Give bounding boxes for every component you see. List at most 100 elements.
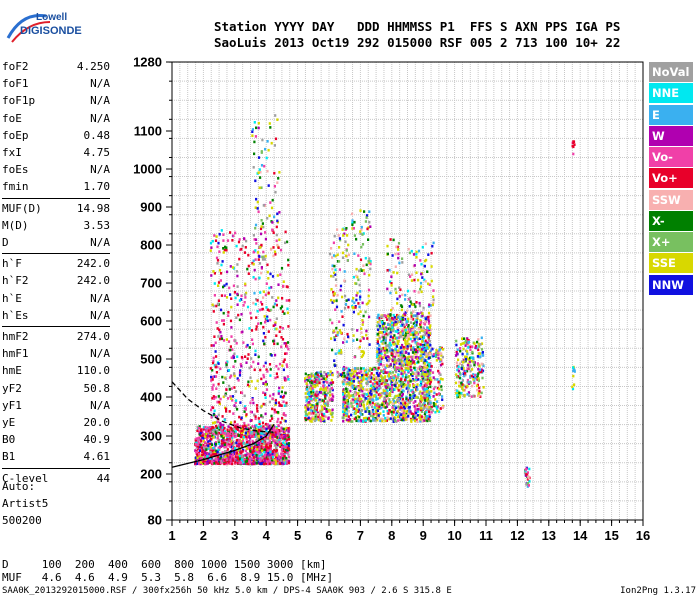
- echo-point: [374, 417, 377, 420]
- echo-point: [392, 340, 395, 344]
- echo-point: [392, 376, 396, 380]
- echo-point: [402, 401, 405, 404]
- echo-point: [227, 433, 230, 436]
- echo-point: [402, 383, 405, 386]
- echo-point: [467, 382, 470, 385]
- echo-point: [205, 435, 208, 438]
- echo-point: [361, 319, 364, 322]
- echo-point: [269, 456, 272, 459]
- echo-point: [316, 413, 319, 416]
- echo-point: [399, 354, 402, 357]
- echo-point: [207, 452, 210, 456]
- echo-point: [250, 329, 254, 332]
- echo-point: [256, 451, 259, 454]
- echo-point: [222, 436, 225, 440]
- echo-point: [244, 433, 248, 436]
- echo-point: [200, 456, 203, 460]
- echo-point: [439, 360, 442, 363]
- echo-point: [283, 376, 286, 380]
- echo-point: [439, 373, 442, 376]
- echo-point: [386, 397, 389, 400]
- echo-point: [252, 449, 255, 453]
- echo-point: [210, 452, 213, 455]
- echo-point: [405, 309, 409, 313]
- echo-point: [264, 320, 267, 324]
- echo-point: [469, 356, 472, 360]
- echo-point: [467, 346, 470, 349]
- echo-point: [415, 353, 418, 356]
- echo-point: [369, 384, 372, 388]
- echo-point: [382, 356, 385, 359]
- echo-point: [232, 284, 235, 288]
- echo-point: [398, 368, 401, 371]
- echo-point: [284, 428, 287, 431]
- echo-point: [255, 316, 258, 319]
- echo-point: [384, 339, 387, 342]
- echo-point: [274, 353, 277, 357]
- echo-point: [288, 448, 291, 452]
- echo-point: [213, 234, 216, 237]
- echo-point: [241, 330, 244, 334]
- echo-point: [212, 448, 215, 452]
- echo-point: [239, 451, 242, 454]
- echo-point: [245, 361, 248, 364]
- echo-point: [414, 418, 417, 421]
- echo-point: [271, 455, 274, 459]
- echo-point: [352, 227, 355, 230]
- echo-point: [348, 418, 351, 421]
- echo-point: [405, 404, 408, 408]
- echo-point: [386, 314, 390, 318]
- echo-point: [269, 126, 272, 129]
- echo-point: [477, 363, 480, 366]
- echo-point: [238, 440, 241, 443]
- echo-point: [379, 386, 382, 390]
- echo-point: [419, 367, 423, 371]
- echo-point: [253, 461, 257, 465]
- echo-point: [428, 399, 431, 402]
- echo-point: [374, 403, 377, 407]
- echo-point: [217, 453, 220, 456]
- echo-point: [397, 320, 400, 323]
- echo-point: [466, 393, 469, 396]
- echo-point: [248, 366, 251, 370]
- echo-point: [432, 298, 435, 302]
- echo-point: [376, 324, 379, 328]
- echo-point: [276, 342, 279, 346]
- echo-point: [217, 362, 220, 365]
- echo-point: [401, 343, 404, 347]
- echo-point: [368, 380, 371, 383]
- echo-point: [401, 335, 404, 339]
- echo-point: [436, 409, 439, 413]
- echo-point: [361, 387, 365, 391]
- echo-point: [341, 315, 344, 318]
- echo-point: [377, 393, 380, 396]
- echo-point: [243, 424, 246, 428]
- echo-point: [281, 310, 284, 313]
- echo-point: [196, 462, 199, 465]
- echo-point: [422, 349, 425, 352]
- echo-point: [275, 428, 278, 432]
- echo-point: [263, 448, 266, 451]
- echo-point: [331, 321, 334, 325]
- echo-point: [240, 355, 243, 359]
- echo-point: [306, 404, 309, 407]
- echo-point: [427, 320, 431, 323]
- echo-point: [220, 337, 224, 341]
- echo-point: [430, 410, 433, 414]
- echo-point: [386, 355, 389, 358]
- echo-point: [252, 262, 255, 266]
- echo-point: [280, 267, 284, 270]
- echo-point: [246, 383, 250, 387]
- echo-point: [219, 455, 223, 458]
- echo-point: [273, 441, 276, 444]
- echo-point: [404, 413, 407, 417]
- echo-point: [342, 396, 345, 399]
- echo-point: [199, 434, 202, 438]
- echo-point: [223, 294, 226, 297]
- echo-point: [207, 444, 210, 447]
- echo-point: [410, 333, 413, 336]
- echo-point: [265, 443, 268, 447]
- echo-point: [257, 438, 261, 441]
- echo-point: [417, 360, 420, 363]
- echo-point: [252, 462, 255, 466]
